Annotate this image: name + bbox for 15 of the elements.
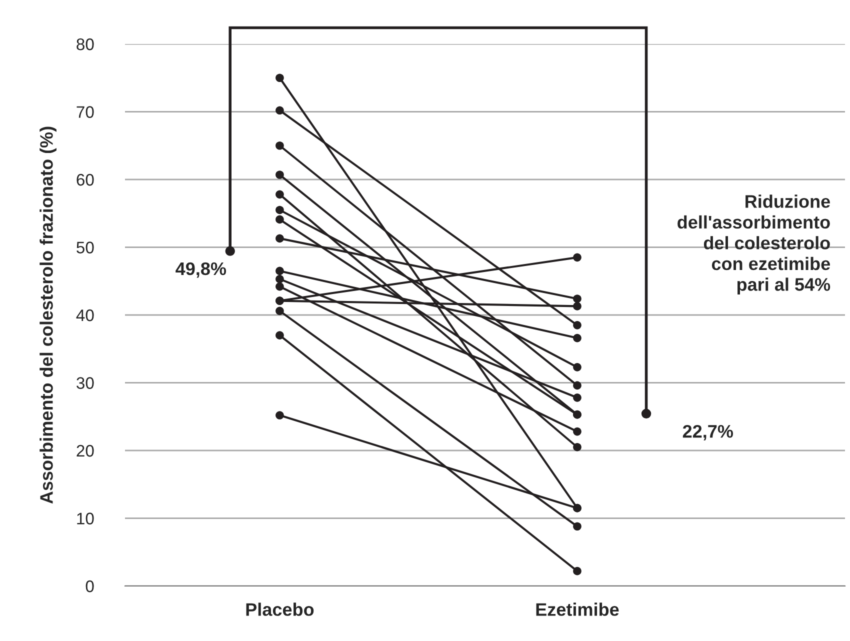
y-tick-label: 40 [76,309,94,322]
y-tick-label: 0 [86,580,94,592]
y-tick-label: 10 [77,512,94,524]
y-tick-label: 30 [76,377,94,389]
y-tick-label: 50 [76,242,94,254]
y-tick-label: 80 [76,38,94,50]
y-tick-label: 20 [76,444,94,457]
annotation: 49,8% [176,262,226,278]
y-tick-label: 60 [76,174,94,186]
x-tick-label: Ezetimibe [536,602,619,616]
y-axis-title: Assorbimento del colesterolo frazionato (%) [40,126,56,504]
annotation: Riduzione dell'assorbimento del colesterolo con ezetimibe pari al 54% [678,194,830,294]
y-tick-label: 70 [76,106,94,118]
x-tick-label: Placebo [246,602,314,616]
annotation: 22,7% [682,424,733,440]
